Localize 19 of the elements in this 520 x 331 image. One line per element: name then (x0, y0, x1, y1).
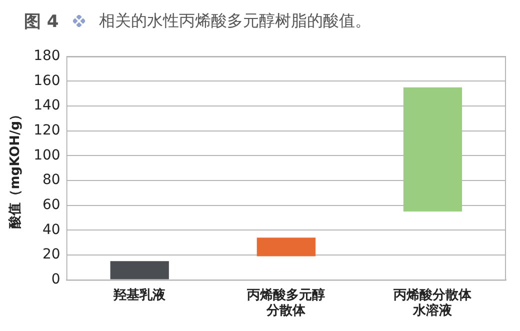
y-tick-label: 140 (34, 98, 60, 114)
x-tick-label: 丙烯酸分散体水溶液 (392, 286, 473, 319)
y-axis-title: 酸值（mgKOH/g） (7, 108, 24, 228)
y-tick-label: 100 (34, 147, 60, 164)
y-tick-label: 160 (34, 72, 60, 89)
x-tick-label: 丙烯酸多元醇分散体 (246, 286, 326, 319)
y-tick-label: 180 (34, 48, 60, 64)
y-tick-label: 120 (34, 122, 60, 139)
y-tick-label: 80 (42, 172, 60, 188)
y-tick-label: 20 (42, 246, 60, 263)
bar (403, 87, 462, 212)
chart-title: 图 4 (24, 10, 59, 32)
y-tick-label: 0 (51, 271, 60, 288)
bar (256, 238, 316, 256)
chart-subtitle: 相关的水性丙烯酸多元醇树脂的酸值。 (98, 10, 371, 32)
y-tick-label: 40 (42, 222, 60, 238)
x-tick-label: 羟基乳液 (112, 286, 167, 303)
bar (110, 261, 169, 280)
y-tick-label: 60 (42, 196, 60, 213)
